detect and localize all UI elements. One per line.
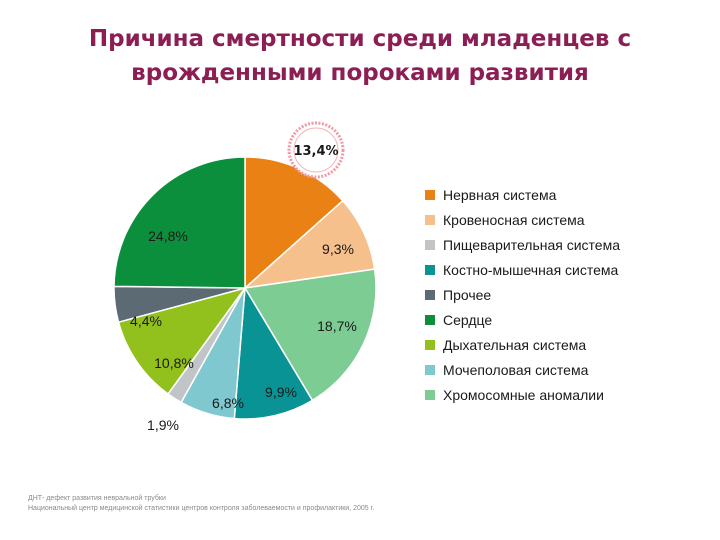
legend-label: Дыхательная система: [443, 336, 587, 353]
legend-label: Пищеварительная система: [443, 236, 621, 253]
legend-item: Кровеносная система: [425, 207, 620, 232]
footnote: ДНТ- дефект развития невральной трубки Н…: [28, 494, 374, 514]
footnote-line-2: Национальный центр медицинской статистик…: [28, 505, 375, 512]
legend-item: Хромосомные аномалии: [425, 382, 620, 407]
footnote-line-1: ДНТ- дефект развития невральной трубки: [28, 495, 166, 502]
highlight-ring: [287, 121, 345, 179]
legend-label: Костно-мышечная система: [443, 261, 619, 278]
slice-data-label: 13,4%: [293, 144, 338, 159]
legend-item: Пищеварительная система: [425, 232, 620, 257]
legend-item: Сердце: [425, 307, 620, 332]
legend-swatch: [425, 214, 435, 225]
slice-data-label: 4,4%: [130, 313, 162, 329]
legend-item: Дыхательная система: [425, 332, 620, 357]
pie-slice: [117, 286, 247, 396]
legend-swatch: [425, 389, 435, 400]
chart-title-line-2: врожденными пороками развития: [131, 60, 589, 86]
legend-label: Кровеносная система: [443, 211, 585, 228]
legend-item: Прочее: [425, 282, 620, 307]
pie-slice: [113, 156, 246, 289]
slice-data-label: 1,9%: [147, 417, 179, 433]
slice-data-label: 9,3%: [322, 241, 354, 257]
chart-title-line-1: Причина смертности среди младенцев с: [88, 26, 632, 52]
legend-item: Костно-мышечная система: [425, 257, 620, 282]
pie-slice: [242, 199, 376, 290]
slice-data-label: 6,8%: [212, 395, 244, 411]
chart-legend: Нервная система Кровеносная система Пищева…: [425, 182, 620, 407]
legend-label: Сердце: [443, 311, 493, 328]
legend-swatch: [425, 264, 435, 275]
legend-label: Нервная система: [443, 186, 557, 203]
slice-data-label: 24,8%: [148, 228, 188, 244]
slice-data-label: 18,7%: [317, 318, 357, 334]
legend-swatch: [425, 239, 435, 250]
legend-swatch: [425, 189, 435, 200]
legend-label: Хромосомные аномалии: [443, 386, 604, 403]
legend-swatch: [425, 314, 435, 325]
pie-slice: [233, 285, 314, 420]
legend-label: Мочеполовая система: [443, 361, 589, 378]
legend-swatch: [425, 339, 435, 350]
slice-data-label: 9,9%: [265, 384, 297, 400]
pie-slice: [243, 268, 377, 402]
slice-data-label: 10,8%: [154, 355, 194, 371]
highlight-ring-inner: [293, 127, 339, 173]
legend-swatch: [425, 289, 435, 300]
chart-title: Причина смертности среди младенцев с вро…: [0, 22, 720, 90]
legend-swatch: [425, 364, 435, 375]
legend-label: Прочее: [443, 286, 492, 303]
legend-item: Нервная система: [425, 182, 620, 207]
legend-item: Мочеполовая система: [425, 357, 620, 382]
